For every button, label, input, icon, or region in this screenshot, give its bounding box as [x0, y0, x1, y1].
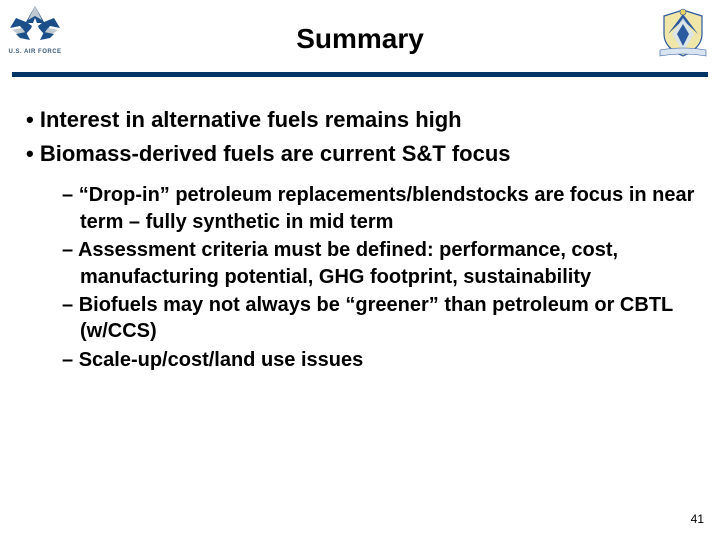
bullet-level1: Biomass-derived fuels are current S&T fo…	[18, 139, 702, 169]
usaf-logo-left: U.S. AIR FORCE	[6, 4, 64, 55]
slide-content: Interest in alternative fuels remains hi…	[0, 77, 720, 373]
usaf-wings-icon	[6, 4, 64, 48]
bullet-level2: “Drop-in” petroleum replacements/blendst…	[62, 182, 702, 235]
bullet-level2: Assessment criteria must be defined: per…	[62, 237, 702, 290]
sub-bullet-list: “Drop-in” petroleum replacements/blendst…	[18, 182, 702, 373]
bullet-level2: Biofuels may not always be “greener” tha…	[62, 292, 702, 345]
usaf-caption: U.S. AIR FORCE	[8, 49, 61, 55]
shield-logo-right	[656, 6, 710, 69]
slide-header: U.S. AIR FORCE Summary	[0, 0, 720, 72]
slide-title: Summary	[0, 23, 720, 55]
page-number: 41	[691, 512, 704, 526]
shield-emblem-icon	[656, 6, 710, 64]
bullet-level2: Scale-up/cost/land use issues	[62, 347, 702, 373]
bullet-level1: Interest in alternative fuels remains hi…	[18, 105, 702, 135]
